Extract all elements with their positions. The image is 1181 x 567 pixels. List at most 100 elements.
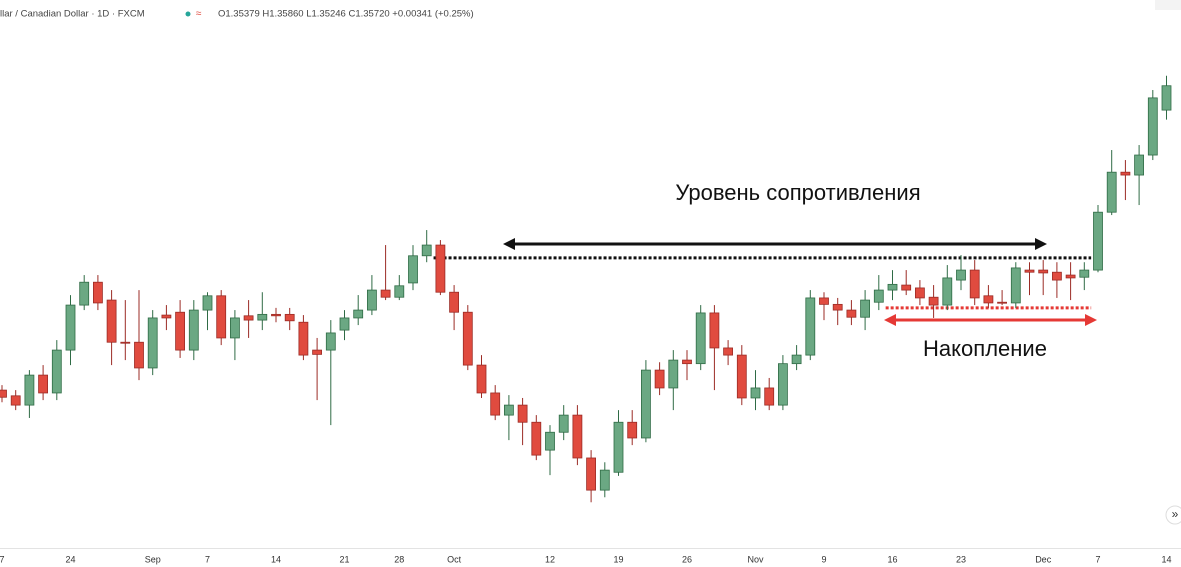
x-tick-label: Sep	[145, 554, 161, 564]
candle	[1093, 205, 1103, 273]
candle	[723, 340, 733, 366]
candle-body	[134, 341, 144, 369]
candle	[106, 290, 117, 366]
candle	[0, 385, 7, 403]
candle	[832, 297, 843, 326]
candle-body	[736, 354, 747, 399]
candle-body	[819, 297, 829, 305]
candle-body	[462, 311, 473, 366]
candle-body	[380, 289, 391, 298]
candle-body	[531, 421, 542, 456]
x-tick-label: 19	[613, 554, 623, 564]
candle-body	[229, 317, 240, 339]
candle	[1134, 145, 1144, 206]
candle-body	[517, 404, 528, 423]
candle-body	[79, 281, 90, 306]
candle	[997, 290, 1007, 306]
status-dot	[185, 11, 191, 17]
candle-body	[0, 389, 7, 398]
candle	[654, 362, 665, 396]
x-tick-label: 7	[1095, 554, 1100, 564]
candle	[257, 292, 268, 331]
candle	[490, 385, 501, 421]
candle-body	[93, 281, 103, 304]
candle-body	[325, 332, 336, 351]
annotation-text: Накопление	[923, 336, 1047, 361]
candle-body	[654, 369, 665, 389]
candle-body	[1134, 154, 1144, 176]
candle-body	[545, 431, 555, 451]
candle-body	[1120, 171, 1131, 176]
annotation-text: Уровень сопротивления	[675, 180, 920, 205]
candle	[243, 300, 254, 338]
candle-body	[1161, 85, 1172, 111]
candle-body	[1038, 269, 1049, 274]
candle-body	[449, 291, 460, 313]
candle	[1106, 150, 1117, 216]
candle-body	[1147, 97, 1158, 156]
candle	[216, 290, 227, 346]
candle	[134, 290, 144, 381]
candle-body	[38, 374, 48, 394]
candle	[353, 295, 364, 326]
x-tick-label: 21	[339, 554, 349, 564]
candle	[641, 360, 651, 443]
candle	[462, 305, 473, 371]
candle	[736, 345, 747, 406]
candle	[284, 307, 295, 331]
candle-body	[243, 315, 254, 321]
svg-text:»: »	[1172, 507, 1179, 521]
candle	[380, 245, 391, 301]
candle	[229, 310, 240, 361]
candle	[421, 230, 432, 263]
candle-body	[202, 295, 213, 311]
x-tick-label: Nov	[747, 554, 764, 564]
candle	[79, 275, 90, 311]
candle-body	[969, 269, 980, 299]
candle	[668, 350, 679, 411]
candle	[682, 350, 692, 381]
candle	[942, 265, 953, 311]
candle-body	[682, 359, 692, 365]
candle	[24, 370, 35, 418]
candle	[586, 450, 596, 503]
candle	[983, 285, 994, 308]
candle	[887, 270, 898, 301]
candle-body	[1093, 211, 1103, 271]
candle	[517, 397, 528, 446]
candle	[846, 300, 857, 326]
candle-body	[832, 303, 843, 311]
candle-body	[1079, 269, 1090, 278]
candle	[476, 355, 487, 398]
candle	[558, 405, 569, 441]
candle-body	[175, 311, 186, 351]
candle	[764, 377, 775, 411]
candle	[147, 310, 158, 376]
candle-body	[764, 387, 775, 406]
scroll-button[interactable]: »	[1165, 505, 1181, 525]
candle	[449, 285, 460, 331]
candle	[928, 285, 939, 318]
candle-body	[106, 299, 117, 343]
candle-body	[901, 284, 912, 291]
candle-body	[10, 395, 21, 406]
candle	[10, 390, 21, 411]
candle	[188, 300, 199, 361]
candle-body	[161, 314, 172, 319]
candle	[1010, 262, 1021, 308]
candle-body	[956, 269, 966, 281]
candle	[93, 275, 103, 311]
candle	[65, 295, 76, 366]
x-tick-label: 12	[545, 554, 555, 564]
candle-body	[1010, 267, 1021, 304]
resistance-arrow	[503, 238, 1047, 250]
x-tick-label: 14	[271, 554, 281, 564]
candle-body	[572, 414, 583, 459]
candle-body	[51, 349, 62, 394]
candle-body	[65, 304, 76, 351]
candle	[613, 410, 624, 476]
candle-body	[312, 349, 323, 355]
candle-body	[915, 287, 925, 299]
candle	[202, 292, 213, 331]
